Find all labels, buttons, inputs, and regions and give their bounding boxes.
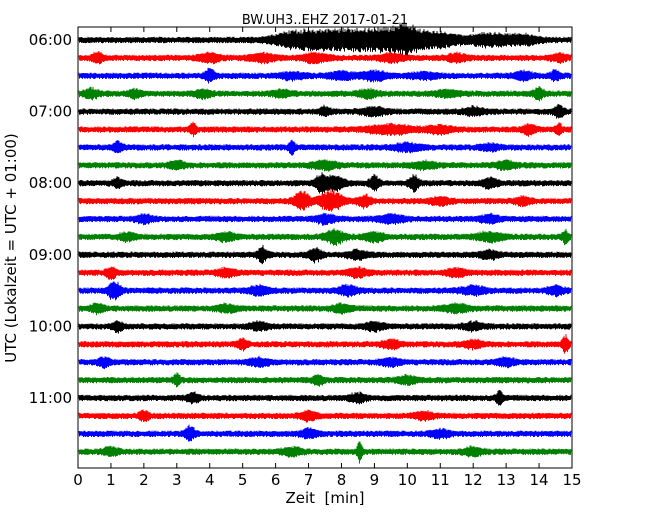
y-tick-label: 08:00 — [29, 174, 72, 192]
y-axis-label: UTC (Lokalzeit = UTC + 01:00) — [2, 133, 20, 363]
x-tick-label: 2 — [139, 471, 149, 489]
trace-0915 — [78, 266, 572, 280]
trace-1000 — [78, 319, 572, 334]
trace-0730 — [78, 139, 572, 156]
trace-0615 — [78, 51, 572, 65]
trace-1130 — [78, 424, 572, 442]
trace-1015 — [78, 333, 572, 354]
trace-1100 — [78, 390, 572, 406]
trace-0600 — [78, 22, 572, 57]
plot-frame — [77, 26, 573, 469]
x-tick-label: 9 — [370, 471, 380, 489]
x-tick-label: 8 — [337, 471, 347, 489]
x-tick-label: 11 — [431, 471, 450, 489]
y-tick-label: 07:00 — [29, 103, 72, 121]
x-axis-label: Zeit [min] — [285, 489, 364, 507]
trace-0945 — [78, 302, 572, 316]
x-tick-label: 4 — [205, 471, 215, 489]
trace-0745 — [78, 159, 572, 172]
x-tick-label: 1 — [106, 471, 116, 489]
trace-0815 — [78, 188, 572, 212]
y-axis: 06:00 07:00 08:00 09:00 10:00 11:00 — [29, 31, 572, 407]
x-tick-label: 15 — [562, 471, 581, 489]
trace-0645 — [78, 86, 572, 102]
trace-group — [78, 22, 572, 464]
trace-0830 — [78, 212, 572, 226]
trace-1145 — [78, 441, 572, 464]
x-tick-label: 0 — [73, 471, 83, 489]
y-tick-label: 10:00 — [29, 317, 72, 335]
x-tick-label: 7 — [304, 471, 314, 489]
trace-0630 — [78, 67, 572, 84]
trace-1045 — [78, 372, 572, 388]
x-axis: 0 1 2 3 4 5 6 7 8 9 10 11 12 13 14 15 — [73, 27, 582, 489]
trace-0930 — [78, 281, 572, 301]
x-tick-label: 6 — [271, 471, 281, 489]
x-tick-label: 14 — [530, 471, 549, 489]
y-tick-label: 11:00 — [29, 389, 72, 407]
trace-1030 — [78, 355, 572, 370]
trace-0900 — [78, 244, 572, 265]
trace-1115 — [78, 409, 572, 423]
x-tick-label: 5 — [238, 471, 248, 489]
x-tick-label: 3 — [172, 471, 182, 489]
y-tick-label: 06:00 — [29, 31, 72, 49]
trace-0715 — [78, 121, 572, 138]
y-tick-label: 09:00 — [29, 246, 72, 264]
trace-0845 — [78, 228, 572, 246]
trace-0700 — [78, 103, 572, 119]
chart-title: BW.UH3..EHZ 2017-01-21 — [242, 13, 408, 28]
x-tick-label: 10 — [398, 471, 417, 489]
x-tick-label: 12 — [464, 471, 483, 489]
trace-0800 — [78, 172, 572, 195]
x-tick-label: 13 — [497, 471, 516, 489]
